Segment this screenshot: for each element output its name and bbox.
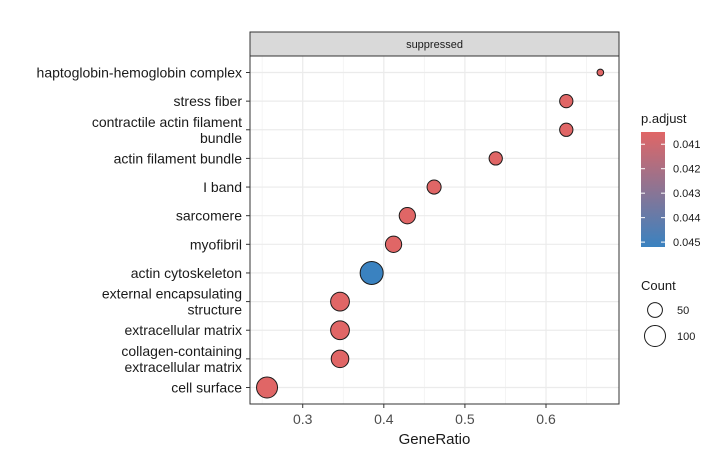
x-tick-label: 0.4 <box>374 411 394 427</box>
x-tick-label: 0.6 <box>536 411 556 427</box>
x-axis: 0.3 0.4 0.5 0.6 <box>293 404 556 427</box>
plot-panel-border <box>249 55 620 405</box>
data-point <box>330 291 350 312</box>
color-legend-label: 0.045 <box>673 237 701 249</box>
data-point <box>559 122 574 137</box>
data-point <box>256 376 279 399</box>
data-point <box>359 260 384 285</box>
y-tick-label: actin filament bundle <box>114 150 243 166</box>
color-legend-label: 0.043 <box>673 188 701 200</box>
size-legend-title: Count <box>641 278 676 293</box>
size-legend-key <box>644 325 666 347</box>
data-points <box>256 68 605 399</box>
y-tick-label: stress fiber <box>174 93 243 109</box>
data-point <box>559 93 574 109</box>
x-tick-label: 0.5 <box>455 411 475 427</box>
y-tick-label: I band <box>203 179 242 195</box>
size-legend-label: 100 <box>677 331 695 343</box>
data-point <box>488 151 503 166</box>
data-point <box>426 179 442 195</box>
plot-panel <box>249 55 620 405</box>
color-legend-label: 0.042 <box>673 164 701 176</box>
x-axis-title: GeneRatio <box>399 431 471 448</box>
y-tick-label: actin cytoskeleton <box>131 265 242 281</box>
data-point <box>398 207 416 225</box>
color-legend-bar <box>641 132 665 247</box>
color-legend-ticks: 0.041 0.042 0.043 0.044 0.045 <box>641 139 701 249</box>
y-tick-label: myofibril <box>190 236 242 252</box>
y-tick-label: collagen-containing extracellular matrix <box>121 343 242 375</box>
facet-strip <box>249 31 620 57</box>
y-tick-label: external encapsulating structure <box>102 286 242 318</box>
size-legend-key <box>647 302 663 318</box>
data-point <box>596 68 605 77</box>
data-point <box>330 320 350 341</box>
y-axis: haptoglobin-hemoglobin complex stress fib… <box>37 65 250 396</box>
color-legend-title: p.adjust <box>641 111 687 126</box>
y-tick-label: contractile actin filament bundle <box>92 114 242 146</box>
facet-label: suppressed <box>406 39 463 51</box>
color-legend-label: 0.044 <box>673 213 701 225</box>
x-tick-label: 0.3 <box>293 411 313 427</box>
y-tick-label: haptoglobin-hemoglobin complex <box>37 65 242 81</box>
y-tick-label: cell surface <box>171 380 242 396</box>
color-legend-label: 0.041 <box>673 139 701 151</box>
data-point <box>384 235 403 253</box>
data-point <box>330 349 350 369</box>
grid-lines <box>250 56 619 404</box>
size-legend-label: 50 <box>677 305 689 317</box>
y-tick-label: sarcomere <box>176 208 242 224</box>
y-tick-label: extracellular matrix <box>125 322 242 338</box>
size-legend-keys: 50 100 <box>644 302 695 347</box>
